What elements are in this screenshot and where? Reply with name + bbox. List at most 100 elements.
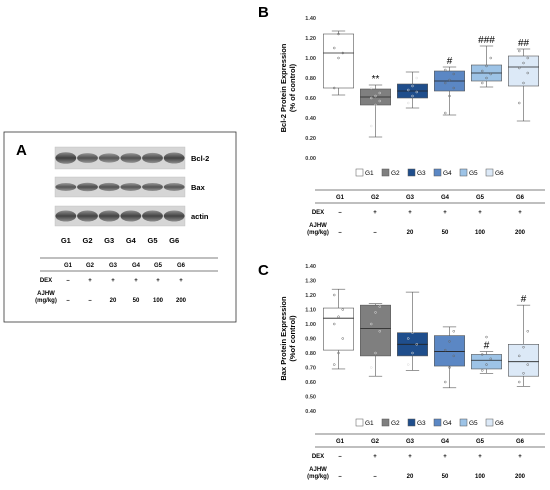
y-tick-label: 0.20 xyxy=(305,136,316,142)
legend-label: G2 xyxy=(391,420,400,427)
y-tick-label: 0.60 xyxy=(305,380,316,386)
blot-band xyxy=(142,182,163,192)
table-dex-label: DEX xyxy=(312,210,324,216)
data-point xyxy=(411,331,414,334)
data-point xyxy=(481,369,484,372)
data-point xyxy=(341,51,344,55)
panel-a-treatment-table: G1 G2 G3 G4 G5 G6 DEX – + + + + + AJHW(mg/kg) – – 20 50 10… xyxy=(35,257,218,304)
data-point xyxy=(481,69,484,73)
data-point xyxy=(411,84,414,88)
table-dex-cell: – xyxy=(338,210,342,216)
data-point xyxy=(444,348,447,352)
panel-a-letter: A xyxy=(16,142,27,159)
table-group-header: G4 xyxy=(132,263,141,269)
blot-band xyxy=(142,152,163,164)
blot-strip-1 xyxy=(54,176,186,198)
table-group-header: G1 xyxy=(64,263,73,269)
data-point xyxy=(333,293,336,297)
data-point xyxy=(378,99,381,103)
data-point xyxy=(452,354,455,358)
table-dex-cell: – xyxy=(338,454,342,460)
data-point xyxy=(444,81,447,85)
table-ajhw-unit: (mg/kg) xyxy=(35,298,57,304)
table-group-header: G2 xyxy=(86,263,95,269)
table-dex-cell: + xyxy=(408,454,412,460)
y-tick-label: 0.90 xyxy=(305,337,316,343)
table-dex-cell: + xyxy=(88,278,92,284)
table-ajhw-cell: 50 xyxy=(442,474,449,480)
y-axis-label-unit: (% of control) xyxy=(288,63,297,112)
y-tick-label: 1.40 xyxy=(305,16,316,22)
legend-swatch xyxy=(407,418,416,427)
significance-annotation: # xyxy=(521,294,527,305)
data-point xyxy=(378,91,381,95)
y-tick-label: 1.10 xyxy=(305,308,316,314)
legend-swatch xyxy=(407,168,416,177)
table-ajhw-cell: – xyxy=(373,230,377,236)
y-tick-label: 0.50 xyxy=(305,395,316,401)
legend-swatch xyxy=(459,418,468,427)
table-group-header: G6 xyxy=(516,195,525,201)
y-tick-label: 0.40 xyxy=(305,116,316,122)
significance-annotation: ### xyxy=(478,35,495,46)
blot-band xyxy=(120,153,142,163)
blot-band xyxy=(77,182,98,192)
data-point xyxy=(333,363,336,366)
data-point xyxy=(378,305,381,308)
y-axis-label: Bcl-2 Protein Expression xyxy=(279,43,288,132)
table-ajhw-cell: 100 xyxy=(153,298,164,304)
table-ajhw-cell: – xyxy=(338,230,342,236)
table-ajhw-cell: 100 xyxy=(475,474,486,480)
table-group-header: G6 xyxy=(177,263,186,269)
blot-band xyxy=(120,183,142,191)
table-group-header: G3 xyxy=(406,439,415,445)
legend-swatch xyxy=(433,418,442,427)
data-point xyxy=(526,363,529,366)
table-ajhw-cell: 200 xyxy=(515,230,526,236)
data-point xyxy=(489,357,492,361)
bcl2-box-chart: 0.00 0.20 0.40 0.60 0.80 1.00 1.20 1.40 Bcl-2 Pr… xyxy=(279,16,539,162)
data-point xyxy=(333,86,336,90)
data-point xyxy=(526,71,529,75)
blot-band xyxy=(77,153,98,163)
data-point xyxy=(448,78,451,82)
table-ajhw-cell: 50 xyxy=(442,230,449,236)
data-point xyxy=(526,330,529,333)
data-point xyxy=(522,81,525,85)
data-point xyxy=(411,351,414,355)
data-point xyxy=(485,335,488,339)
data-point xyxy=(415,76,418,80)
box-G5 xyxy=(471,354,502,370)
table-group-header: G1 xyxy=(336,195,345,201)
table-group-header: G3 xyxy=(109,263,118,269)
legend-label: G1 xyxy=(365,170,374,177)
box-G2 xyxy=(360,304,391,357)
y-tick-label: 0.40 xyxy=(305,409,316,415)
y-tick-label: 1.40 xyxy=(305,264,316,270)
data-point xyxy=(378,330,381,333)
table-group-header: G2 xyxy=(371,195,380,201)
data-point xyxy=(485,64,488,68)
data-point xyxy=(452,72,455,76)
panel-c-treatment-table: G1 G2 G3 G4 G5 G6 DEX – + + + + + AJHW(mg/kg) – – 20 50 10… xyxy=(307,433,545,480)
box-G6 xyxy=(508,55,539,87)
blot-band xyxy=(98,210,120,222)
y-tick-label: 1.20 xyxy=(305,293,316,299)
y-tick-label: 1.00 xyxy=(305,56,316,62)
data-point xyxy=(444,68,447,72)
table-group-header: G5 xyxy=(154,263,163,269)
western-blot: Bcl-2 Bax actin G1 G2 G3 G4 G5 G6 xyxy=(54,146,209,245)
data-point xyxy=(407,363,410,366)
data-point xyxy=(452,86,455,90)
blot-band xyxy=(55,210,77,222)
data-point xyxy=(374,94,377,98)
data-point xyxy=(370,124,373,128)
data-point xyxy=(337,32,340,36)
legend-swatch xyxy=(459,168,468,177)
data-point xyxy=(374,351,377,355)
box-G1 xyxy=(323,33,354,89)
blot-lane-label: G3 xyxy=(104,236,114,245)
y-tick-label: 0.80 xyxy=(305,351,316,357)
data-point xyxy=(518,49,521,53)
